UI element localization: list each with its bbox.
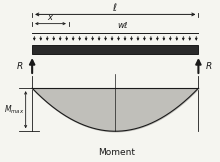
Text: $R$: $R$ xyxy=(205,60,212,71)
Bar xyxy=(32,45,198,54)
Text: $\ell$: $\ell$ xyxy=(112,1,118,13)
Text: $w\ell$: $w\ell$ xyxy=(117,20,129,30)
Text: $M_{max}$: $M_{max}$ xyxy=(4,104,25,116)
Text: $x$: $x$ xyxy=(47,13,54,22)
Text: Moment: Moment xyxy=(98,148,135,157)
Text: $R$: $R$ xyxy=(16,60,23,71)
